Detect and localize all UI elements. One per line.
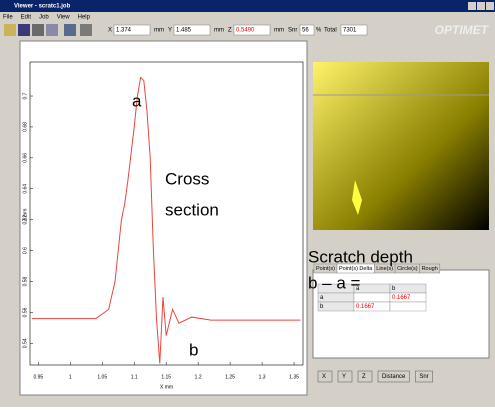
- snr-unit: %: [316, 28, 322, 34]
- close[interactable]: [486, 2, 494, 10]
- x-tick-label: 1: [69, 374, 72, 380]
- button-label: Distance: [382, 374, 406, 380]
- table-cell: [354, 293, 390, 302]
- y-tick-label: 0.6: [22, 247, 28, 254]
- minimize[interactable]: [468, 2, 476, 10]
- snr-value: 56: [302, 28, 309, 34]
- menu-item[interactable]: Job: [39, 15, 49, 21]
- table-cell: [390, 302, 426, 311]
- x-tick-label: 0.95: [33, 374, 43, 380]
- x-tick-label: 1.1: [131, 374, 138, 380]
- surface-image: [313, 62, 489, 230]
- z-unit: mm: [274, 28, 284, 34]
- y-tick-label: 0.64: [22, 184, 28, 194]
- y-value: 1.485: [176, 28, 192, 34]
- y-tick-label: 0.56: [22, 307, 28, 317]
- x-tick-label: 1.05: [97, 374, 107, 380]
- snr-label: Snr: [288, 28, 297, 34]
- annotation: b – a =: [308, 273, 361, 292]
- button-label: Z: [362, 374, 366, 380]
- table-cell: [318, 302, 354, 311]
- annotation: b: [189, 340, 198, 359]
- y-axis-label: Z mm: [22, 209, 28, 222]
- tab-label: Point(s) Delta: [339, 266, 373, 272]
- window-title: Viewer - scratc1.job: [14, 4, 71, 10]
- annotation: section: [165, 200, 219, 219]
- table-cell: [390, 284, 426, 293]
- total-label: Total: [324, 28, 337, 34]
- logo: OPTIMET: [435, 23, 490, 37]
- y-tick-label: 0.66: [22, 153, 28, 163]
- viewer-window: Viewer - scratc1.job File Edit Job View Help…: [0, 0, 495, 407]
- total-value: 7301: [343, 28, 357, 34]
- menu-item[interactable]: Help: [78, 15, 91, 21]
- annotation: Scratch depth: [308, 247, 413, 266]
- button-label: Snr: [419, 374, 428, 380]
- annotation: Cross: [165, 169, 209, 188]
- y-tick-label: 0.68: [22, 122, 28, 132]
- x-axis-label: X mm: [160, 384, 173, 390]
- x-tick-label: 1.3: [259, 374, 266, 380]
- menu-item[interactable]: View: [57, 15, 71, 21]
- y-unit: mm: [214, 28, 224, 34]
- x-tick-label: 1.35: [289, 374, 299, 380]
- x-tick-label: 1.2: [195, 374, 202, 380]
- tab-label: Point(s): [316, 266, 335, 272]
- x-tick-label: 1.15: [161, 374, 171, 380]
- button-label: Y: [342, 374, 346, 380]
- maximize[interactable]: [477, 2, 485, 10]
- tab-label: Circle(s): [397, 266, 418, 272]
- table-value: 0.1667: [356, 304, 375, 310]
- menu-item[interactable]: Edit: [21, 15, 32, 21]
- table-cell: [318, 293, 354, 302]
- y-tick-label: 0.7: [22, 92, 28, 99]
- tab-label: Line(s): [376, 266, 393, 272]
- y-tick-label: 0.58: [22, 276, 28, 286]
- z-label: Z: [228, 28, 232, 34]
- table-value: 0.1667: [392, 295, 411, 301]
- x-unit: mm: [154, 28, 164, 34]
- z-value: 0.5490: [236, 28, 255, 34]
- annotation: a: [132, 91, 142, 110]
- y-tick-label: 0.54: [22, 338, 28, 348]
- menu-item[interactable]: File: [3, 15, 13, 21]
- x-tick-label: 1.25: [225, 374, 235, 380]
- title-bar: [0, 0, 495, 12]
- tab-label: Rough: [422, 266, 438, 272]
- x-value: 1.374: [116, 28, 132, 34]
- button-label: X: [322, 374, 326, 380]
- y-label: Y: [168, 28, 172, 34]
- x-label: X: [108, 28, 112, 34]
